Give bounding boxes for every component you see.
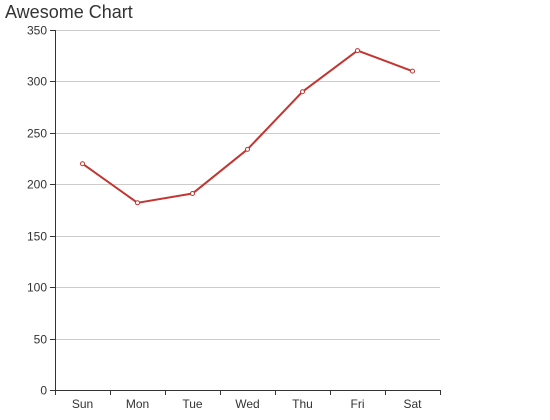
x-tick-labels: Sun Mon Tue Wed Thu Fri Sat: [72, 397, 422, 411]
x-tick-label: Tue: [182, 397, 203, 411]
y-tick-label: 200: [27, 178, 47, 192]
data-point[interactable]: [80, 161, 85, 167]
x-tick-label: Wed: [235, 397, 259, 411]
y-tick-label: 50: [34, 333, 48, 347]
y-tick-label: 0: [40, 384, 47, 398]
y-tick-label: 250: [27, 127, 47, 141]
y-tick-label: 300: [27, 75, 47, 89]
data-point[interactable]: [135, 200, 140, 206]
series-line: [81, 49, 413, 204]
data-point[interactable]: [190, 191, 195, 197]
data-point[interactable]: [410, 68, 415, 74]
y-tick-label: 150: [27, 230, 47, 244]
chart-title: Awesome Chart: [5, 2, 133, 22]
series: [80, 48, 415, 206]
x-tick-label: Sat: [403, 397, 422, 411]
x-tick-label: Fri: [351, 397, 365, 411]
data-point[interactable]: [300, 89, 305, 95]
data-point[interactable]: [245, 146, 250, 152]
y-tick-label: 100: [27, 281, 47, 295]
y-tick-label: 350: [27, 24, 47, 38]
axes: [50, 30, 441, 395]
x-tick-label: Mon: [126, 397, 149, 411]
y-tick-labels: 0 50 100 150 200 250 300 350: [27, 24, 47, 398]
data-point[interactable]: [355, 48, 360, 54]
x-tick-label: Thu: [292, 397, 313, 411]
grid-lines: [55, 30, 440, 340]
x-tick-label: Sun: [72, 397, 93, 411]
